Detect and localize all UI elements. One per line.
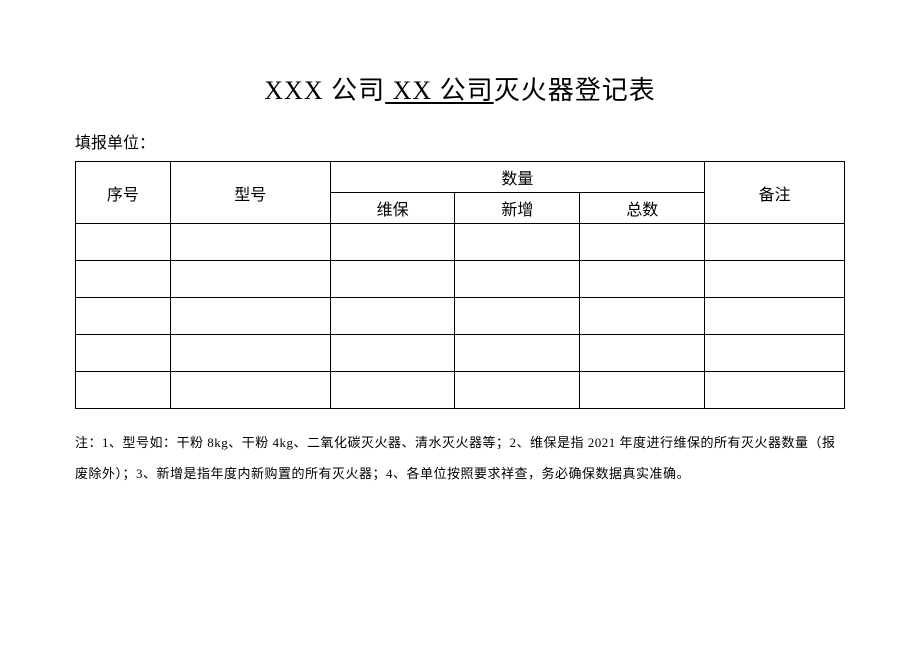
- cell-total: [580, 335, 705, 372]
- cell-seq: [76, 298, 171, 335]
- cell-remark: [705, 298, 845, 335]
- cell-model: [170, 372, 330, 409]
- cell-seq: [76, 261, 171, 298]
- table-row: [76, 261, 845, 298]
- table-row: [76, 372, 845, 409]
- cell-maint: [330, 298, 455, 335]
- header-seq: 序号: [76, 162, 171, 224]
- cell-maint: [330, 335, 455, 372]
- title-prefix: XXX 公司: [264, 76, 385, 105]
- cell-seq: [76, 224, 171, 261]
- cell-total: [580, 261, 705, 298]
- header-maint: 维保: [330, 193, 455, 224]
- cell-new: [455, 298, 580, 335]
- cell-model: [170, 298, 330, 335]
- registration-table: 序号 型号 数量 备注 维保 新增 总数: [75, 161, 845, 409]
- cell-total: [580, 372, 705, 409]
- cell-maint: [330, 224, 455, 261]
- cell-seq: [76, 335, 171, 372]
- cell-total: [580, 224, 705, 261]
- cell-new: [455, 261, 580, 298]
- cell-maint: [330, 372, 455, 409]
- cell-total: [580, 298, 705, 335]
- cell-model: [170, 261, 330, 298]
- page-title: XXX 公司 XX 公司灭火器登记表: [75, 70, 845, 107]
- cell-new: [455, 224, 580, 261]
- header-qty: 数量: [330, 162, 704, 193]
- cell-remark: [705, 261, 845, 298]
- table-header-row-1: 序号 型号 数量 备注: [76, 162, 845, 193]
- header-model: 型号: [170, 162, 330, 224]
- table-row: [76, 335, 845, 372]
- footnote: 注：1、型号如：干粉 8kg、干粉 4kg、二氧化碳灭火器、清水灭火器等；2、维…: [75, 427, 845, 489]
- table-row: [76, 298, 845, 335]
- cell-model: [170, 335, 330, 372]
- cell-model: [170, 224, 330, 261]
- header-total: 总数: [580, 193, 705, 224]
- header-remark: 备注: [705, 162, 845, 224]
- cell-new: [455, 372, 580, 409]
- table-row: [76, 224, 845, 261]
- title-underlined: XX 公司: [385, 76, 494, 105]
- cell-remark: [705, 372, 845, 409]
- cell-maint: [330, 261, 455, 298]
- cell-seq: [76, 372, 171, 409]
- cell-new: [455, 335, 580, 372]
- reporter-label: 填报单位：: [75, 129, 845, 153]
- title-suffix: 灭火器登记表: [494, 76, 656, 105]
- header-new: 新增: [455, 193, 580, 224]
- cell-remark: [705, 335, 845, 372]
- cell-remark: [705, 224, 845, 261]
